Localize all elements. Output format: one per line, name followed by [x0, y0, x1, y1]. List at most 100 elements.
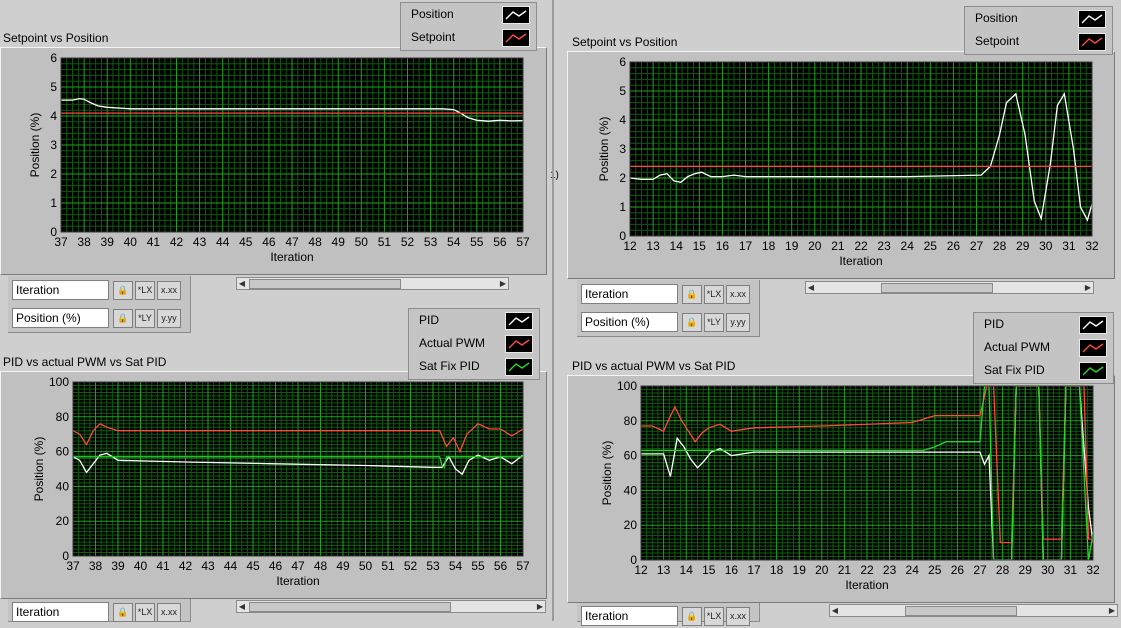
- scroll-thumb[interactable]: [249, 602, 451, 612]
- scroll-thumb[interactable]: [881, 283, 993, 293]
- x-tick-label: 41: [156, 559, 170, 573]
- legend-swatch-white[interactable]: [505, 312, 533, 330]
- legend-swatch-green[interactable]: [505, 358, 533, 376]
- y-tick-label: 0: [50, 225, 57, 239]
- x-scale-name-field[interactable]: Iteration: [12, 602, 109, 622]
- x-tick-label: 53: [426, 559, 440, 573]
- chart-2-x-scrollbar[interactable]: ◀ ▶: [805, 281, 1094, 294]
- y-tick-label: 2: [619, 171, 626, 185]
- lock-icon[interactable]: 🔒: [113, 603, 133, 622]
- legend-swatch-green[interactable]: [1079, 362, 1107, 380]
- scroll-thumb[interactable]: [249, 279, 401, 289]
- autoscale-y-button[interactable]: *LY: [704, 313, 724, 332]
- x-tick-label: 41: [147, 235, 161, 249]
- autoscale-x-button[interactable]: *LX: [135, 281, 155, 300]
- format-x-button[interactable]: x.xx: [157, 603, 181, 622]
- autoscale-y-button[interactable]: *LY: [135, 309, 155, 328]
- legend-item-sat-fix-pid[interactable]: Sat Fix PID: [974, 359, 1113, 382]
- legend-item-actual-pwm[interactable]: Actual PWM: [409, 332, 539, 355]
- format-x-button[interactable]: x.xx: [157, 281, 181, 300]
- chart-2-scale-controls: Iteration 🔒 *LX x.xx Position (%) 🔒 *LY …: [577, 280, 760, 337]
- x-tick-label: 30: [1041, 563, 1055, 577]
- legend-label: PID: [984, 317, 1005, 331]
- x-tick-label: 18: [770, 563, 784, 577]
- chart-frame-1: 37 38 39 40 41 42 43 44 45 46 47 48 49 50 51 52 53 54 55 56…: [0, 47, 547, 275]
- x-tick-label: 38: [77, 235, 91, 249]
- x-tick-label: 17: [747, 563, 761, 577]
- lock-icon[interactable]: 🔒: [682, 607, 702, 626]
- scroll-right-icon[interactable]: ▶: [499, 279, 507, 288]
- x-tick-label: 27: [973, 563, 987, 577]
- legend-swatch-red[interactable]: [1078, 33, 1106, 51]
- autoscale-x-button[interactable]: *LX: [704, 285, 724, 304]
- plot-border: [640, 385, 1094, 561]
- lock-icon[interactable]: 🔒: [682, 285, 702, 304]
- y-axis-label: Position (%): [32, 437, 46, 502]
- chart-1-x-scrollbar[interactable]: ◀ ▶: [236, 277, 509, 290]
- scroll-left-icon[interactable]: ◀: [238, 279, 246, 288]
- autoscale-x-button[interactable]: *LX: [135, 603, 155, 622]
- legend-swatch-red[interactable]: [1079, 339, 1107, 357]
- x-axis-label: Iteration: [270, 250, 313, 264]
- legend-item-pid[interactable]: PID: [409, 309, 539, 332]
- legend-label: Position: [411, 7, 454, 21]
- x-tick-label: 49: [332, 235, 346, 249]
- lock-icon[interactable]: 🔒: [113, 309, 133, 328]
- chart-4-scale-controls: Iteration 🔒 *LX x.xx: [577, 603, 760, 626]
- chart-3-legend: PID Actual PWM Sat Fix PID: [408, 308, 540, 380]
- format-x-button[interactable]: x.xx: [726, 607, 750, 626]
- legend-swatch-red[interactable]: [502, 29, 530, 47]
- scroll-left-icon[interactable]: ◀: [238, 602, 246, 611]
- x-tick-label: 28: [996, 563, 1010, 577]
- scroll-thumb[interactable]: [905, 606, 1017, 616]
- legend-swatch-white[interactable]: [502, 6, 530, 24]
- scroll-right-icon[interactable]: ▶: [1084, 283, 1092, 292]
- lock-icon[interactable]: 🔒: [682, 313, 702, 332]
- y-tick-label: 3: [619, 142, 626, 156]
- chart-frame-3: 37 38 39 40 41 42 43 44 45 46 47 48 49 50 51 52 53 54 55 56…: [0, 371, 547, 599]
- x-tick-label: 22: [854, 239, 868, 253]
- legend-item-setpoint[interactable]: Setpoint: [965, 30, 1112, 53]
- x-tick-label: 21: [838, 563, 852, 577]
- legend-item-position[interactable]: Position: [965, 7, 1112, 30]
- legend-swatch-white[interactable]: [1079, 316, 1107, 334]
- chart-2-legend: Position Setpoint: [964, 6, 1113, 55]
- x-scale-name-field[interactable]: Iteration: [12, 280, 109, 300]
- y-tick-label: 100: [49, 375, 69, 389]
- x-tick-label: 39: [111, 559, 125, 573]
- format-x-button[interactable]: x.xx: [726, 285, 750, 304]
- scroll-right-icon[interactable]: ▶: [536, 602, 544, 611]
- legend-swatch-red[interactable]: [505, 335, 533, 353]
- lock-icon[interactable]: 🔒: [113, 281, 133, 300]
- x-scale-name-field[interactable]: Iteration: [581, 284, 678, 304]
- scroll-left-icon[interactable]: ◀: [807, 283, 815, 292]
- autoscale-x-button[interactable]: *LX: [704, 607, 724, 626]
- scroll-right-icon[interactable]: ▶: [1108, 606, 1116, 615]
- legend-label: Position: [975, 11, 1018, 25]
- x-tick-label: 12: [634, 563, 648, 577]
- x-tick-label: 55: [470, 235, 484, 249]
- legend-item-position[interactable]: Position: [401, 3, 536, 26]
- chart-4-plot: 12 13 14 15 16 17 18 19 20 21 22 23 24 25 26 27 28 29 30 31…: [600, 379, 1100, 592]
- y-scale-name-field[interactable]: Position (%): [12, 308, 109, 328]
- x-tick-label: 55: [471, 559, 485, 573]
- y-scale-name-field[interactable]: Position (%): [581, 312, 678, 332]
- chart-4-x-scrollbar[interactable]: ◀ ▶: [829, 604, 1118, 617]
- legend-item-pid[interactable]: PID: [974, 313, 1113, 336]
- scroll-left-icon[interactable]: ◀: [831, 606, 839, 615]
- legend-item-sat-fix-pid[interactable]: Sat Fix PID: [409, 355, 539, 378]
- x-tick-label: 29: [1016, 239, 1030, 253]
- legend-item-setpoint[interactable]: Setpoint: [401, 26, 536, 49]
- x-axis-label: Iteration: [276, 574, 319, 588]
- x-tick-label: 17: [739, 239, 753, 253]
- chart-1-scale-controls: Iteration 🔒 *LX x.xx Position (%) 🔒 *LY …: [8, 276, 191, 333]
- x-tick-label: 37: [66, 559, 80, 573]
- format-y-button[interactable]: y.yy: [157, 309, 181, 328]
- plot-border: [629, 61, 1093, 237]
- legend-swatch-white[interactable]: [1078, 10, 1106, 28]
- y-tick-label: 20: [624, 518, 638, 532]
- format-y-button[interactable]: y.yy: [726, 313, 750, 332]
- chart-3-x-scrollbar[interactable]: ◀ ▶: [236, 600, 546, 613]
- legend-item-actual-pwm[interactable]: Actual PWM: [974, 336, 1113, 359]
- x-scale-name-field[interactable]: Iteration: [581, 606, 678, 626]
